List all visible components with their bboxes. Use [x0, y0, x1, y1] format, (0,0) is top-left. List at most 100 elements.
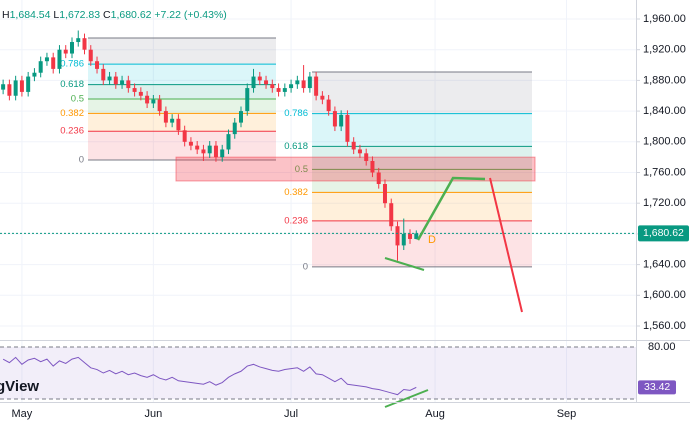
rsi-last-box — [638, 380, 676, 395]
candle-body — [101, 68, 106, 81]
candle-body — [245, 88, 250, 112]
close: 1,680.62 — [111, 9, 152, 21]
fib-band — [88, 64, 276, 85]
candle-body — [26, 76, 31, 92]
candle-body — [332, 111, 337, 127]
rsi-tick-label: 80.00 — [648, 341, 676, 353]
fib-level-label: 0 — [79, 155, 84, 166]
axes: May Jun Jul Aug Sep 1,960.00 1,920.00 1,880.00 1… — [12, 13, 689, 420]
candle-body — [232, 122, 237, 135]
candle-body — [376, 172, 381, 185]
high: 1,684.54 — [10, 9, 51, 21]
candle-body — [7, 84, 12, 96]
candle-body — [370, 160, 375, 173]
candle-body — [63, 49, 68, 54]
candle-body — [157, 99, 162, 112]
candle-body — [276, 88, 281, 92]
candle-body — [82, 38, 87, 50]
candle-body — [132, 88, 137, 92]
y-tick-label: 1,920.00 — [643, 44, 686, 56]
y-tick-label: 1,880.00 — [643, 74, 686, 86]
fib-level-label: 0.618 — [284, 141, 308, 152]
fib-band — [88, 113, 276, 132]
watermark: gView — [0, 378, 39, 395]
candle-body — [395, 226, 400, 246]
candle-body — [408, 233, 413, 239]
l-label: L — [53, 9, 59, 21]
low: 1,672.83 — [59, 9, 100, 21]
candle-body — [264, 80, 269, 85]
h-label: H — [2, 9, 10, 21]
candle-body — [57, 49, 62, 69]
candle-body — [163, 111, 168, 123]
last-price-box — [638, 225, 689, 242]
fib-band — [312, 113, 532, 147]
candle-body — [126, 80, 131, 89]
candle-body — [19, 80, 24, 92]
projection-line — [489, 177, 523, 313]
candle-body — [170, 118, 175, 123]
candle-body — [307, 76, 312, 89]
candle-body — [301, 80, 306, 89]
candle-body — [282, 88, 287, 92]
pattern-leg — [416, 176, 486, 241]
candle-body — [88, 49, 93, 62]
candle-body — [320, 95, 325, 100]
rsi-band — [0, 347, 636, 399]
candle-body — [314, 76, 319, 96]
candle-body — [382, 184, 387, 204]
y-tick-label: 1,840.00 — [643, 105, 686, 117]
candle-body — [151, 99, 156, 104]
rsi-last-label: 33.42 — [644, 381, 670, 393]
candle-body — [176, 118, 181, 131]
y-tick-label: 1,640.00 — [643, 259, 686, 271]
fib-level-label: 0 — [303, 261, 308, 272]
rsi-divergence-line — [384, 389, 429, 408]
candle-body — [145, 95, 150, 104]
candle-body — [226, 134, 231, 150]
zone — [175, 156, 536, 182]
candles — [0, 30, 636, 396]
candle-body — [107, 76, 112, 81]
candle-body — [182, 130, 187, 142]
candle-body — [401, 233, 406, 246]
candle-body — [351, 141, 356, 150]
candle-body — [389, 203, 394, 227]
candle-body — [195, 145, 200, 150]
candle-body — [326, 99, 331, 112]
fib-band — [312, 146, 532, 170]
candle-body — [32, 72, 37, 77]
y-tick-label: 1,800.00 — [643, 136, 686, 148]
y-tick-label: 1,960.00 — [643, 13, 686, 25]
change: +7.22 (+0.43%) — [154, 9, 226, 21]
fib-band — [312, 220, 532, 267]
candle-body — [357, 149, 362, 154]
fib-level-label: 0.236 — [284, 215, 308, 226]
candle-body — [251, 76, 256, 89]
candle-body — [289, 84, 294, 89]
rsi-line — [2, 356, 417, 396]
candle-body — [339, 114, 344, 127]
candle-body — [295, 80, 300, 85]
fib-level-label: 0.236 — [60, 126, 84, 137]
x-tick-label: May — [12, 408, 33, 420]
candle-body — [257, 76, 262, 81]
candle-body — [270, 84, 275, 89]
y-tick-label: 1,720.00 — [643, 197, 686, 209]
candle-body — [120, 80, 125, 85]
candle-body — [220, 149, 225, 158]
candle-body — [364, 153, 369, 161]
fib-level-label: 0.5 — [295, 164, 308, 175]
y-tick-label: 1,560.00 — [643, 320, 686, 332]
fib-level-label: 0.618 — [60, 79, 84, 90]
candle-body — [201, 149, 206, 154]
x-tick-label: Jun — [144, 408, 162, 420]
candle-body — [76, 38, 81, 43]
candle-body — [345, 114, 350, 142]
c-label: C — [103, 9, 111, 21]
fib-level-label: 0.786 — [60, 59, 84, 70]
candle-body — [13, 80, 18, 96]
overlays: D — [384, 176, 523, 408]
fib-level-label: 0.382 — [284, 187, 308, 198]
